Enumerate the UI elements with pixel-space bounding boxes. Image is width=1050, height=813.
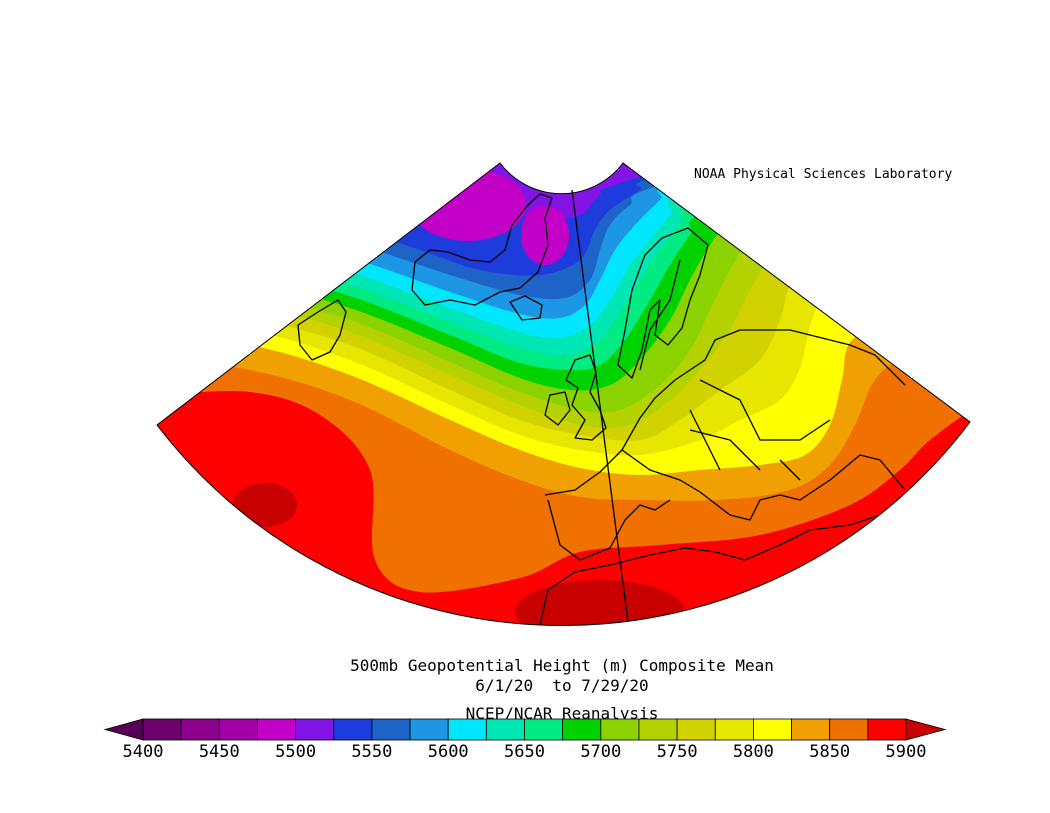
- colorbar-box: [867, 718, 907, 741]
- field-patch: [521, 205, 569, 265]
- credit: NOAA Physical Sciences Laboratory: [694, 167, 952, 182]
- colorbar-box: [333, 718, 373, 741]
- colorbar-tick-label: 5450: [199, 742, 240, 762]
- colorbar-box: [829, 718, 869, 741]
- field-patch: [410, 169, 526, 241]
- meridian-line: [571, 189, 629, 623]
- colorbar-box: [562, 718, 602, 741]
- colorbar-tick-label: 5900: [886, 742, 927, 762]
- colorbar-tick-label: 5850: [809, 742, 850, 762]
- colorbar-low-arrow: [103, 718, 144, 741]
- colorbar-box: [791, 718, 831, 741]
- colorbar-tick-label: 5650: [504, 742, 545, 762]
- colorbar-box: [753, 718, 792, 741]
- colorbar-box: [142, 718, 182, 741]
- coast-iceland: [297, 299, 347, 361]
- colorbar-box: [218, 718, 258, 741]
- coast-europe: [544, 329, 906, 521]
- source: NCEP/NCAR Reanalysis: [466, 704, 659, 723]
- colorbar-box: [676, 718, 716, 741]
- colorbar-box: [714, 718, 754, 741]
- coast-greenland: [411, 193, 553, 306]
- colorbar-box: [524, 718, 564, 741]
- colorbar-tick-label: 5700: [580, 742, 621, 762]
- date-range: 6/1/20 to 7/29/20: [475, 676, 648, 695]
- coast-iberia-africa: [539, 499, 881, 626]
- colorbar-box: [257, 718, 297, 741]
- colorbar-box: [447, 718, 487, 741]
- title: 500mb Geopotential Height (m) Composite …: [350, 656, 774, 675]
- colorbar-box: [295, 718, 335, 741]
- coastlines: [297, 193, 906, 626]
- colorbar: 5400 5450 5500 5550 5600 5650 5700 5750 5800 5850…: [103, 718, 947, 762]
- colorbar-box: [485, 718, 525, 741]
- field-patch: [515, 580, 685, 626]
- colorbar-box: [638, 718, 678, 741]
- coast-svalbard: [509, 295, 543, 321]
- colorbar-tick-label: 5750: [657, 742, 698, 762]
- colorbar-box: [409, 718, 449, 741]
- coast-borders: [639, 259, 831, 481]
- colorbar-tick-label: 5800: [733, 742, 774, 762]
- field-patch: [233, 483, 297, 527]
- colorbar-tick-label: 5600: [428, 742, 469, 762]
- coast-scandinavia: [617, 227, 709, 379]
- colorbar-tick-label: 5500: [275, 742, 316, 762]
- height-field: [157, 163, 970, 626]
- colorbar-box: [371, 718, 411, 741]
- colorbar-box: [180, 718, 220, 741]
- colorbar-high-arrow: [905, 718, 947, 741]
- map-border: [156, 162, 971, 627]
- colorbar-tick-label: 5550: [351, 742, 392, 762]
- field-band: [157, 163, 970, 221]
- colorbar-box: [600, 718, 640, 741]
- coast-ireland: [544, 391, 571, 426]
- colorbar-tick-label: 5400: [123, 742, 164, 762]
